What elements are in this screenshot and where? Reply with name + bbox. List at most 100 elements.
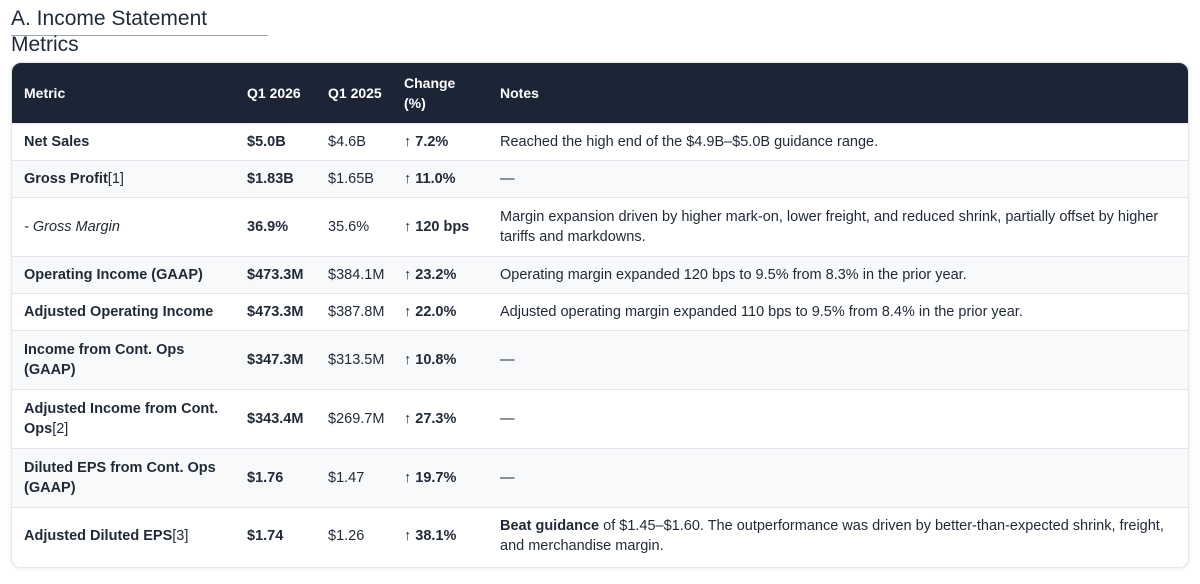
arrow-up-icon: ↑	[404, 528, 412, 545]
table-row: Adjusted Income from Cont. Ops[2] $343.4…	[12, 389, 1188, 448]
notes-text: Adjusted operating margin expanded 110 b…	[500, 303, 1023, 320]
change-value: 38.1%	[415, 528, 457, 545]
section-title: A. Income Statement Metrics	[11, 6, 268, 56]
metric-cell: Net Sales	[12, 123, 235, 160]
metric-cell: Operating Income (GAAP)	[12, 256, 235, 293]
header-change-line2: (%)	[404, 94, 426, 111]
arrow-up-icon: ↑	[404, 133, 412, 150]
footnote-ref: [2]	[52, 420, 69, 437]
header-q1-2025: Q1 2025	[328, 84, 382, 101]
change-value: 27.3%	[415, 410, 457, 427]
notes-cell: Reached the high end of the $4.9B–$5.0B …	[488, 123, 1188, 160]
arrow-up-icon: ↑	[404, 266, 412, 283]
notes-cell: Operating margin expanded 120 bps to 9.5…	[488, 256, 1188, 293]
table-row: Income from Cont. Ops (GAAP) $347.3M $31…	[12, 330, 1188, 389]
q1-2026-value: $473.3M	[247, 266, 304, 283]
arrow-up-icon: ↑	[404, 170, 412, 187]
notes-cell: —	[488, 448, 1188, 507]
change-value: 23.2%	[415, 266, 457, 283]
notes-text: Reached the high end of the $4.9B–$5.0B …	[500, 133, 879, 150]
notes-cell: —	[488, 389, 1188, 448]
arrow-up-icon: ↑	[404, 303, 412, 320]
metric-cell: - Gross Margin	[12, 197, 235, 256]
table-row: - Gross Margin 36.9% 35.6% ↑ 120 bps Marg…	[12, 197, 1188, 256]
q1-2025-value: $384.1M	[328, 266, 385, 283]
metric-cell: Diluted EPS from Cont. Ops (GAAP)	[12, 448, 235, 507]
footnote-ref: [1]	[107, 170, 124, 187]
metric-label: Adjusted Operating Income	[24, 303, 214, 320]
change-cell: ↑ 120 bps	[396, 197, 488, 256]
change-cell: ↑ 27.3%	[396, 389, 488, 448]
metric-label: Adjusted Income from Cont. Ops	[24, 400, 219, 437]
q1-2026-value: $1.74	[247, 528, 284, 545]
change-value: 22.0%	[415, 303, 457, 320]
footnote-ref: [3]	[172, 528, 189, 545]
income-statement-table: Metric Q1 2026 Q1 2025 Change (%) Notes …	[11, 62, 1189, 568]
metric-label: Income from Cont. Ops (GAAP)	[24, 341, 185, 378]
q1-2025-value: $4.6B	[328, 133, 366, 150]
notes-cell: —	[488, 160, 1188, 197]
metric-label: Operating Income (GAAP)	[24, 266, 203, 283]
metric-label: Diluted EPS from Cont. Ops (GAAP)	[24, 459, 216, 496]
metric-label: Net Sales	[24, 133, 90, 150]
table-header: Metric Q1 2026 Q1 2025 Change (%) Notes	[12, 63, 1188, 123]
metric-cell: Income from Cont. Ops (GAAP)	[12, 330, 235, 389]
change-cell: ↑ 11.0%	[396, 160, 488, 197]
notes-cell: Beat guidance of $1.45–$1.60. The outper…	[488, 507, 1188, 565]
change-value: 7.2%	[415, 133, 449, 150]
metrics-table: Metric Q1 2026 Q1 2025 Change (%) Notes …	[12, 63, 1188, 565]
change-value: 19.7%	[415, 469, 457, 486]
q1-2026-value: $5.0B	[247, 133, 286, 150]
notes-text: Margin expansion driven by higher mark-o…	[500, 208, 1159, 245]
header-change: Change (%)	[396, 63, 488, 123]
change-cell: ↑ 23.2%	[396, 256, 488, 293]
q1-2025-value: $1.65B	[328, 170, 374, 187]
change-value: 10.8%	[415, 351, 457, 368]
header-metric: Metric	[24, 84, 66, 101]
q1-2025-value: $1.26	[328, 528, 365, 545]
q1-2025-value: $387.8M	[328, 303, 385, 320]
header-row: Metric Q1 2026 Q1 2025 Change (%) Notes	[12, 63, 1188, 123]
notes-text: —	[500, 351, 515, 368]
arrow-up-icon: ↑	[404, 218, 412, 235]
notes-text: —	[500, 469, 515, 486]
change-value: 120 bps	[415, 218, 470, 235]
header-notes: Notes	[500, 84, 539, 101]
metric-cell: Adjusted Diluted EPS[3]	[12, 507, 235, 565]
q1-2025-value: $269.7M	[328, 410, 385, 427]
table-row: Diluted EPS from Cont. Ops (GAAP) $1.76 …	[12, 448, 1188, 507]
q1-2026-value: $343.4M	[247, 410, 304, 427]
metric-cell: Gross Profit[1]	[12, 160, 235, 197]
notes-text: —	[500, 410, 515, 427]
notes-cell: Adjusted operating margin expanded 110 b…	[488, 293, 1188, 330]
q1-2026-value: $473.3M	[247, 303, 304, 320]
table-row: Net Sales $5.0B $4.6B ↑ 7.2% Reached the …	[12, 123, 1188, 160]
arrow-up-icon: ↑	[404, 351, 412, 368]
arrow-up-icon: ↑	[404, 410, 412, 427]
arrow-up-icon: ↑	[404, 469, 412, 486]
metric-label: Adjusted Diluted EPS	[24, 528, 173, 545]
table-row: Operating Income (GAAP) $473.3M $384.1M …	[12, 256, 1188, 293]
table-row: Adjusted Operating Income $473.3M $387.8…	[12, 293, 1188, 330]
change-value: 11.0%	[415, 170, 456, 187]
q1-2025-value: $1.47	[328, 469, 365, 486]
table-body: Net Sales $5.0B $4.6B ↑ 7.2% Reached the …	[12, 123, 1188, 565]
q1-2026-value: 36.9%	[247, 218, 289, 235]
notes-text: of $1.45–$1.60. The outperformance was d…	[500, 518, 1164, 555]
change-cell: ↑ 7.2%	[396, 123, 488, 160]
notes-cell: Margin expansion driven by higher mark-o…	[488, 197, 1188, 256]
metric-cell: Adjusted Operating Income	[12, 293, 235, 330]
notes-text: —	[500, 170, 515, 187]
q1-2025-value: $313.5M	[328, 351, 385, 368]
change-cell: ↑ 10.8%	[396, 330, 488, 389]
change-cell: ↑ 22.0%	[396, 293, 488, 330]
header-change-line1: Change	[404, 74, 456, 91]
change-cell: ↑ 19.7%	[396, 448, 488, 507]
metric-label: - Gross Margin	[24, 218, 120, 235]
table-row: Adjusted Diluted EPS[3] $1.74 $1.26 ↑ 38.…	[12, 507, 1188, 565]
q1-2026-value: $1.83B	[247, 170, 294, 187]
q1-2026-value: $347.3M	[247, 351, 304, 368]
header-q1-2026: Q1 2026	[247, 84, 301, 101]
change-cell: ↑ 38.1%	[396, 507, 488, 565]
table-row: Gross Profit[1] $1.83B $1.65B ↑ 11.0% —	[12, 160, 1188, 197]
